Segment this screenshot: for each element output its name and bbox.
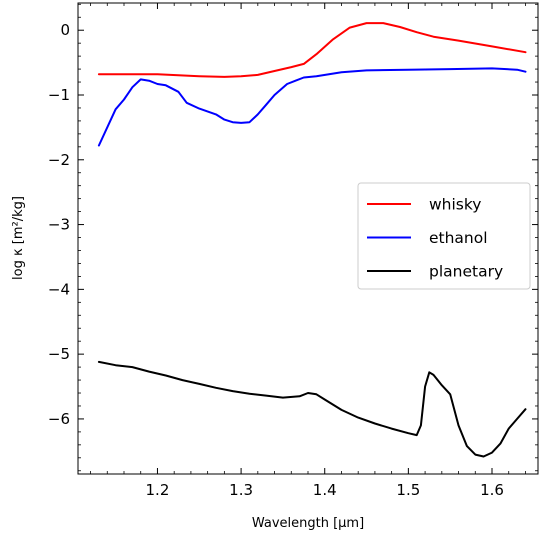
x-tick-label: 1.4 (313, 481, 337, 499)
legend: whisky ethanol planetary (357, 182, 531, 290)
series-line-whisky (97, 22, 527, 78)
x-tick-label: 1.6 (480, 481, 504, 499)
y-tick-labels: 0 −1 −2 −3 −4 −5 −6 (48, 21, 70, 428)
y-tick-label: −6 (48, 410, 70, 428)
y-axis-title: log κ [m²/kg] (11, 196, 26, 280)
series-line-ethanol (97, 67, 527, 147)
x-tick-label: 1.5 (396, 481, 420, 499)
legend-label: whisky (429, 196, 481, 214)
y-tick-label: −3 (48, 216, 70, 234)
y-tick-label: −1 (48, 86, 70, 104)
y-tick-label: 0 (60, 21, 70, 39)
series-line-planetary (97, 360, 527, 458)
series-layer (97, 22, 527, 458)
legend-box (357, 182, 531, 290)
legend-label: ethanol (429, 229, 488, 247)
x-tick-label: 1.3 (229, 481, 253, 499)
y-tick-label: −4 (48, 280, 70, 298)
legend-label: planetary (429, 263, 503, 281)
plot-frame (77, 2, 539, 475)
x-tick-label: 1.2 (146, 481, 170, 499)
x-tick-labels: 1.2 1.3 1.4 1.5 1.6 (146, 481, 504, 499)
major-ticks (78, 3, 538, 474)
y-tick-label: −5 (48, 345, 70, 363)
y-tick-label: −2 (48, 151, 70, 169)
x-axis-title: Wavelength [μm] (252, 516, 364, 531)
